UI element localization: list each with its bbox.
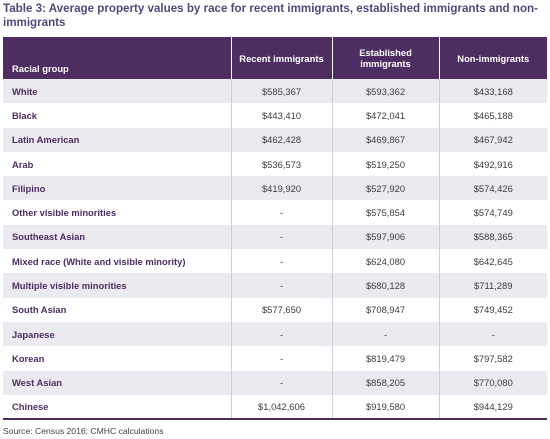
cell-racial-group: Black [3, 103, 232, 128]
table-row: Latin American $462,428 $469,867 $467,942 [3, 127, 547, 152]
table-row: South Asian $577,650 $708,947 $749,452 [3, 297, 547, 322]
cell-established-immigrants: $858,205 [332, 370, 440, 395]
cell-established-immigrants: - [332, 321, 440, 347]
cell-recent-immigrants: - [231, 370, 333, 395]
table-row: Filipino $419,920 $527,920 $574,426 [3, 176, 547, 201]
cell-established-immigrants: $575,854 [332, 200, 440, 225]
cell-non-immigrants: $588,365 [439, 224, 547, 250]
cell-non-immigrants: $467,942 [439, 127, 547, 152]
cell-racial-group: Arab [3, 151, 232, 177]
cell-recent-immigrants: $462,428 [231, 127, 333, 152]
cell-established-immigrants: $624,080 [332, 249, 440, 274]
cell-racial-group: West Asian [3, 370, 232, 395]
property-values-table: Racial group Recent immigrants Establish… [3, 37, 547, 421]
cell-established-immigrants: $472,041 [332, 103, 440, 128]
cell-established-immigrants: $708,947 [332, 297, 440, 322]
table-row: Black $443,410 $472,041 $465,188 [3, 103, 547, 128]
cell-racial-group: White [3, 79, 232, 104]
table-row: Southeast Asian - $597,906 $588,365 [3, 224, 547, 250]
cell-non-immigrants: $492,916 [439, 151, 547, 177]
cell-established-immigrants: $597,906 [332, 224, 440, 250]
cell-recent-immigrants: - [231, 273, 333, 298]
cell-racial-group: Multiple visible minorities [3, 273, 232, 298]
table-row: Japanese - - - [3, 321, 547, 347]
cell-recent-immigrants: - [231, 200, 333, 225]
cell-racial-group: South Asian [3, 297, 232, 322]
cell-established-immigrants: $469,867 [332, 127, 440, 152]
cell-recent-immigrants: - [231, 321, 333, 347]
cell-recent-immigrants: $443,410 [231, 103, 333, 128]
cell-non-immigrants: $574,749 [439, 200, 547, 225]
cell-recent-immigrants: - [231, 224, 333, 250]
cell-non-immigrants: $944,129 [439, 394, 547, 421]
table-row: Other visible minorities - $575,854 $574,74… [3, 200, 547, 225]
cell-non-immigrants: $574,426 [439, 176, 547, 201]
table-header-row: Racial group Recent immigrants Establish… [3, 37, 547, 79]
table-row: Multiple visible minorities - $680,128 $711… [3, 273, 547, 298]
table-row: Chinese $1,042,606 $919,580 $944,129 [3, 394, 547, 421]
table-row: Mixed race (White and visible minority) -… [3, 249, 547, 274]
cell-recent-immigrants: $419,920 [231, 176, 333, 201]
table-row: Arab $536,573 $519,250 $492,916 [3, 151, 547, 177]
cell-established-immigrants: $680,128 [332, 273, 440, 298]
cell-recent-immigrants: - [231, 346, 333, 371]
cell-recent-immigrants: $536,573 [231, 151, 333, 177]
cell-non-immigrants: $642,645 [439, 249, 547, 274]
cell-non-immigrants: $797,582 [439, 346, 547, 371]
header-established-immigrants: Established immigrants [332, 37, 440, 79]
cell-non-immigrants: $711,289 [439, 273, 547, 298]
cell-established-immigrants: $519,250 [332, 151, 440, 177]
table-row: Korean - $819,479 $797,582 [3, 346, 547, 371]
table-row: White $585,367 $593,362 $433,168 [3, 79, 547, 104]
cell-racial-group: Korean [3, 346, 232, 371]
cell-racial-group: Filipino [3, 176, 232, 201]
table-caption: Table 3: Average property values by race… [3, 2, 538, 29]
cell-racial-group: Other visible minorities [3, 200, 232, 225]
table-row: West Asian - $858,205 $770,080 [3, 370, 547, 395]
cell-recent-immigrants: $585,367 [231, 79, 333, 104]
cell-established-immigrants: $819,479 [332, 346, 440, 371]
cell-established-immigrants: $527,920 [332, 176, 440, 201]
cell-non-immigrants: $770,080 [439, 370, 547, 395]
header-racial-group: Racial group [3, 37, 232, 79]
cell-racial-group: Japanese [3, 321, 232, 347]
cell-non-immigrants: - [439, 321, 547, 347]
cell-non-immigrants: $465,188 [439, 103, 547, 128]
cell-established-immigrants: $919,580 [332, 394, 440, 421]
cell-established-immigrants: $593,362 [332, 79, 440, 104]
table-body: White $585,367 $593,362 $433,168 Black $443,4… [3, 79, 547, 421]
cell-recent-immigrants: $577,650 [231, 297, 333, 322]
cell-racial-group: Chinese [3, 394, 232, 421]
cell-recent-immigrants: $1,042,606 [231, 394, 333, 421]
cell-racial-group: Southeast Asian [3, 224, 232, 250]
cell-recent-immigrants: - [231, 249, 333, 274]
header-non-immigrants: Non-immigrants [439, 37, 547, 79]
header-recent-immigrants: Recent immigrants [231, 37, 333, 79]
cell-non-immigrants: $433,168 [439, 79, 547, 104]
cell-racial-group: Mixed race (White and visible minority) [3, 249, 232, 274]
cell-non-immigrants: $749,452 [439, 297, 547, 322]
cell-racial-group: Latin American [3, 127, 232, 152]
source-note: Source: Census 2016; CMHC calculations [3, 426, 164, 436]
